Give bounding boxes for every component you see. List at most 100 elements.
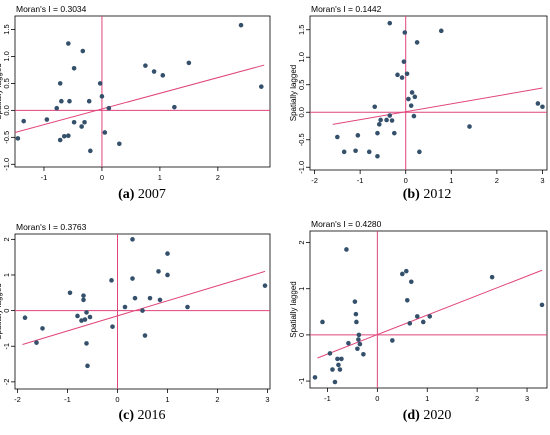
data-point (84, 310, 89, 315)
data-point (414, 314, 420, 319)
x-tick-label: 0 (100, 173, 104, 182)
data-point (80, 48, 86, 54)
data-point (140, 308, 145, 313)
data-point (375, 153, 380, 159)
y-axis-label: Spatially lagged (289, 281, 298, 337)
data-point (320, 319, 325, 325)
data-point (366, 149, 372, 155)
data-point (401, 59, 407, 64)
data-point (417, 149, 422, 155)
x-tick-label: -1 (41, 173, 48, 182)
y-tick-label: 0.0 (2, 105, 11, 115)
y-tick-label: 2 (297, 240, 306, 244)
plot-frame (309, 230, 548, 389)
data-point (372, 104, 378, 110)
plot-frame (14, 15, 271, 168)
x-tick-label: 1 (449, 176, 453, 185)
data-point (22, 315, 28, 321)
data-point (71, 66, 77, 71)
data-point (375, 130, 380, 136)
y-tick-label: -0.5 (2, 131, 11, 144)
x-tick-label: 2 (215, 395, 219, 404)
data-point (81, 293, 86, 298)
data-point (57, 81, 63, 86)
morans-i-title: Moran's I = 0.4280 (311, 219, 382, 229)
fit-line (332, 87, 543, 125)
data-point (356, 332, 362, 338)
data-point (66, 41, 71, 46)
data-point (172, 104, 177, 110)
data-point (344, 247, 349, 252)
data-point (151, 69, 157, 74)
data-point (259, 84, 264, 89)
y-tick-label: 2 (2, 237, 11, 241)
caption-letter: (a) (118, 187, 135, 202)
y-tick-label: 1.5 (2, 24, 11, 34)
plot-frame (14, 233, 271, 390)
data-point (238, 22, 244, 28)
fit-line (22, 270, 266, 345)
caption-year: 2020 (419, 408, 452, 423)
x-tick-label: 0 (404, 176, 408, 185)
data-point (67, 290, 73, 296)
y-tick-label: -2 (2, 379, 11, 386)
data-point (71, 119, 77, 125)
data-point (54, 105, 60, 111)
data-point (97, 81, 103, 86)
x-tick-label: 2 (216, 173, 220, 182)
y-tick-label: -0.5 (297, 133, 306, 146)
data-point (122, 304, 128, 310)
x-tick-label: 3 (525, 394, 529, 403)
data-point (67, 98, 72, 104)
data-point (412, 94, 418, 100)
x-tick-label: 0 (115, 395, 119, 404)
y-tick-label: 1.5 (297, 25, 306, 35)
data-point (142, 333, 148, 338)
data-point (353, 148, 358, 154)
y-tick-label: -1.0 (297, 161, 306, 174)
x-tick-label: 3 (265, 395, 269, 404)
data-point (262, 283, 268, 288)
caption-year: 2012 (419, 187, 452, 202)
data-point (427, 314, 433, 319)
data-point (15, 136, 21, 141)
y-axis-label: Spatially lagged (0, 283, 3, 339)
data-point (399, 75, 405, 80)
data-point (66, 133, 71, 139)
data-point (467, 124, 472, 129)
x-tick-label: -1 (64, 395, 71, 404)
panel-caption-2016: (c) 2016 (118, 408, 165, 424)
data-point (57, 137, 63, 143)
data-point (411, 113, 417, 119)
data-point (130, 237, 135, 242)
panel-caption-2020: (d) 2020 (403, 408, 452, 424)
data-point (332, 379, 338, 385)
data-point (392, 130, 397, 136)
fit-line (317, 269, 543, 359)
data-point (82, 317, 88, 322)
caption-letter: (d) (402, 408, 420, 423)
data-point (395, 72, 400, 78)
data-point (312, 375, 318, 380)
data-point (408, 279, 414, 285)
data-point (165, 251, 170, 256)
data-point (403, 268, 409, 274)
x-tick-label: 2 (475, 394, 479, 403)
y-tick-label: 1 (297, 287, 306, 291)
y-axis-label: Spatially lagged (0, 63, 3, 119)
data-point (404, 71, 410, 77)
data-point (376, 122, 382, 127)
plot-frame (309, 15, 548, 171)
data-point (539, 302, 545, 308)
y-tick-label: -1 (297, 378, 306, 385)
data-point (88, 148, 93, 154)
data-point (185, 304, 190, 310)
morans-i-title: Moran's I = 0.3763 (16, 222, 87, 232)
y-tick-label: 0 (297, 333, 306, 337)
data-point (79, 318, 84, 323)
data-point (165, 272, 170, 278)
data-point (408, 103, 414, 108)
data-point (406, 96, 411, 102)
data-point (341, 149, 347, 155)
data-point (106, 105, 112, 111)
